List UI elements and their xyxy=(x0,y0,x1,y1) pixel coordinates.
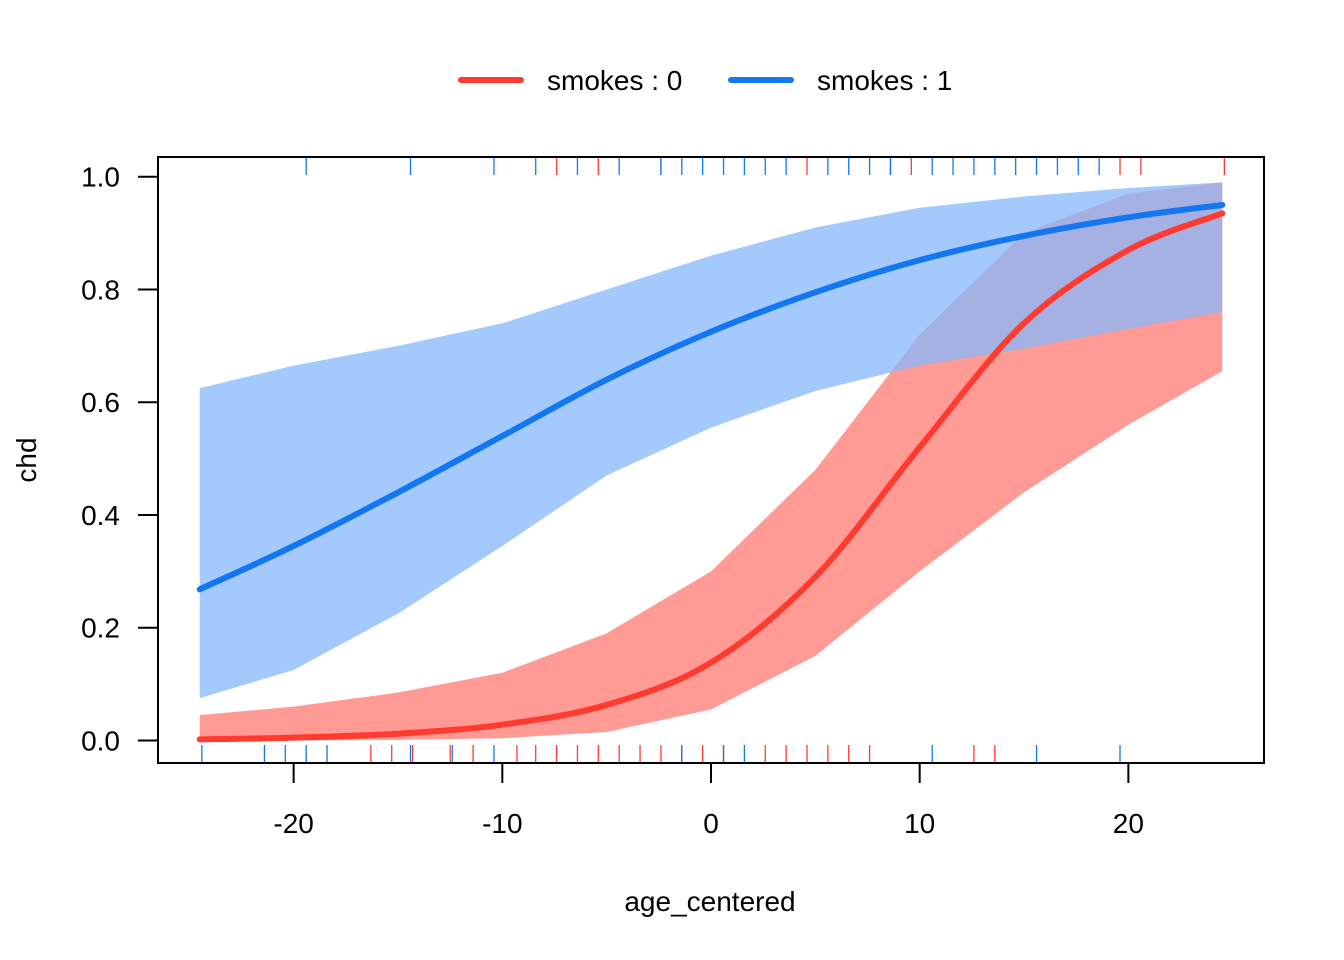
x-axis-label: age_centered xyxy=(624,886,795,917)
y-tick-label: 1.0 xyxy=(81,162,120,193)
fitted-line-smokes-0 xyxy=(196,210,1226,743)
y-tick-label: 0.6 xyxy=(81,387,120,418)
legend-label-smokes-0: smokes : 0 xyxy=(547,65,682,96)
y-tick-label: 0.2 xyxy=(81,613,120,644)
fitted-lines xyxy=(196,201,1226,743)
x-tick-label: -10 xyxy=(482,808,522,839)
x-tick-label: 0 xyxy=(703,808,719,839)
confidence-band-smokes-1 xyxy=(199,182,1223,699)
y-axis-label: chd xyxy=(11,437,42,482)
rug-marks xyxy=(201,157,1226,763)
y-tick-label: 0.4 xyxy=(81,500,120,531)
confidence-bands xyxy=(199,182,1223,741)
legend-label-smokes-1: smokes : 1 xyxy=(817,65,952,96)
legend: smokes : 0 smokes : 1 xyxy=(458,65,952,96)
x-tick-label: 20 xyxy=(1113,808,1144,839)
fitted-line-smokes-1 xyxy=(196,201,1226,593)
y-tick-label: 0.8 xyxy=(81,274,120,305)
x-tick-label: -20 xyxy=(273,808,313,839)
y-tick-label: 0.0 xyxy=(81,725,120,756)
x-tick-label: 10 xyxy=(904,808,935,839)
axes: -20 -10 0 10 20 0.0 0.2 0.4 0.6 0.8 1.0 xyxy=(81,162,1144,839)
